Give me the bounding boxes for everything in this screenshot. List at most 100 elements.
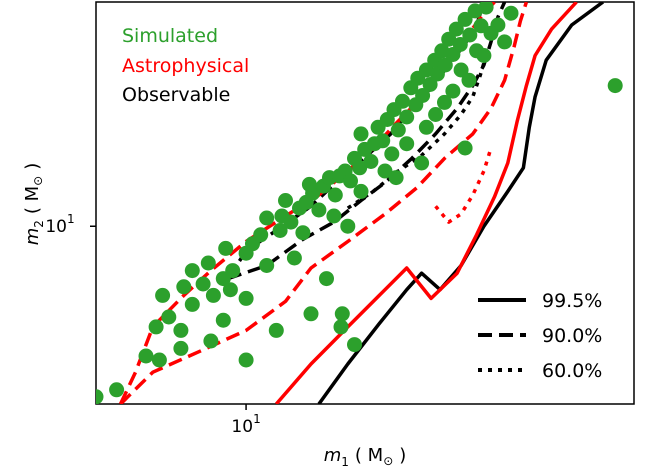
simulated-point-60 bbox=[437, 57, 453, 73]
simulated-point-11 bbox=[184, 263, 200, 279]
simulated-point-69 bbox=[478, 2, 494, 15]
label-observable: Observable bbox=[122, 84, 230, 106]
simulated-point-48 bbox=[390, 122, 406, 138]
simulated-point-41 bbox=[363, 154, 379, 169]
astrophysical-dashed-contour-4 bbox=[119, 2, 529, 404]
x-axis-label: m1( M⊙) bbox=[324, 445, 407, 468]
legend-dashed-label: 90.0% bbox=[542, 325, 602, 347]
simulated-point-24 bbox=[283, 214, 299, 230]
simulated-point-82 bbox=[203, 333, 219, 349]
simulated-point-33 bbox=[327, 187, 343, 203]
simulated-point-80 bbox=[238, 290, 254, 306]
simulated-point-29 bbox=[311, 202, 327, 218]
simulated-point-5 bbox=[161, 309, 177, 325]
x-tick-exp: 1 bbox=[253, 412, 261, 426]
simulated-point-63 bbox=[448, 21, 464, 37]
observable-solid-contour-0 bbox=[317, 2, 605, 404]
y-tick-base: 10 bbox=[45, 217, 67, 237]
simulated-point-38 bbox=[352, 160, 368, 176]
x-tick-base: 10 bbox=[231, 417, 253, 437]
simulated-point-7 bbox=[155, 287, 171, 303]
simulated-point-85 bbox=[445, 83, 461, 99]
simulated-point-46 bbox=[384, 146, 400, 162]
simulated-point-16 bbox=[225, 263, 241, 279]
astrophysical-solid-contour-1 bbox=[274, 2, 578, 404]
simulated-point-1 bbox=[109, 382, 125, 398]
simulated-point-56 bbox=[422, 77, 438, 92]
y-tick-exp: 1 bbox=[67, 212, 75, 226]
simulated-points bbox=[96, 2, 623, 404]
simulated-point-3 bbox=[151, 352, 167, 368]
y-tick-label-10: 101 bbox=[45, 212, 74, 237]
simulated-point-74 bbox=[399, 136, 415, 152]
simulated-point-73 bbox=[418, 119, 434, 135]
simulated-point-97 bbox=[286, 250, 302, 266]
simulated-point-101 bbox=[347, 337, 362, 353]
simulated-point-2 bbox=[138, 348, 154, 364]
y-axis: 101 bbox=[45, 212, 96, 237]
simulated-point-25 bbox=[278, 193, 293, 208]
simulated-point-100 bbox=[334, 306, 350, 322]
simulated-point-92 bbox=[607, 78, 623, 94]
simulated-point-9 bbox=[184, 296, 200, 312]
legend-solid-label: 99.5% bbox=[542, 290, 602, 312]
observable-dotted-contour-6 bbox=[346, 50, 490, 210]
simulated-point-76 bbox=[353, 183, 369, 199]
y-axis-label-group: m2( M⊙) bbox=[22, 163, 46, 246]
simulated-point-54 bbox=[415, 88, 431, 103]
contour-legend: 99.5% 90.0% 60.0% bbox=[478, 290, 602, 382]
astrophysical-dashed-contour-5 bbox=[118, 2, 496, 404]
simulated-point-13 bbox=[205, 287, 221, 303]
simulated-point-10 bbox=[195, 276, 211, 292]
simulated-point-15 bbox=[222, 282, 238, 298]
simulated-point-0 bbox=[96, 389, 104, 404]
label-astrophysical: Astrophysical bbox=[122, 55, 249, 77]
simulated-point-93 bbox=[457, 140, 473, 156]
simulated-point-49 bbox=[395, 93, 410, 109]
simulated-point-104 bbox=[238, 352, 254, 368]
simulated-point-66 bbox=[462, 27, 478, 43]
y-axis-label: m2( M⊙) bbox=[22, 163, 46, 246]
simulated-point-87 bbox=[476, 48, 492, 63]
simulated-point-94 bbox=[414, 155, 430, 171]
x-tick-label-10: 101 bbox=[231, 412, 260, 437]
legend-dotted-label: 60.0% bbox=[542, 360, 602, 382]
simulated-point-91 bbox=[497, 34, 513, 50]
simulated-point-98 bbox=[319, 271, 334, 287]
simulated-point-64 bbox=[452, 37, 468, 52]
simulated-point-6 bbox=[173, 322, 189, 338]
simulated-point-12 bbox=[200, 255, 216, 271]
simulated-point-71 bbox=[453, 62, 469, 78]
simulated-point-81 bbox=[215, 312, 231, 328]
simulated-point-44 bbox=[375, 133, 391, 149]
simulated-point-20 bbox=[253, 227, 269, 243]
simulated-point-102 bbox=[303, 306, 319, 322]
simulated-point-79 bbox=[259, 258, 275, 273]
simulated-point-77 bbox=[326, 208, 342, 224]
series-labels: Simulated Astrophysical Observable bbox=[122, 25, 249, 106]
simulated-point-72 bbox=[437, 94, 452, 110]
simulated-point-90 bbox=[483, 25, 499, 41]
simulated-point-40 bbox=[353, 126, 369, 142]
simulated-point-103 bbox=[268, 322, 284, 338]
simulated-point-89 bbox=[503, 5, 519, 21]
simulated-point-4 bbox=[148, 319, 164, 335]
simulated-point-84 bbox=[428, 107, 444, 122]
simulated-point-21 bbox=[259, 210, 275, 226]
simulated-point-36 bbox=[343, 173, 358, 189]
simulated-point-30 bbox=[301, 176, 317, 192]
simulated-point-95 bbox=[388, 170, 404, 186]
simulated-point-96 bbox=[340, 218, 356, 234]
simulated-point-78 bbox=[295, 225, 311, 241]
simulated-point-65 bbox=[457, 11, 473, 27]
simulated-point-17 bbox=[218, 240, 234, 256]
simulated-point-99 bbox=[333, 319, 349, 335]
plot-frame bbox=[95, 1, 635, 405]
x-axis: 101 bbox=[231, 404, 261, 437]
simulated-point-86 bbox=[461, 72, 477, 88]
simulated-point-50 bbox=[399, 109, 415, 125]
simulated-point-8 bbox=[176, 279, 192, 295]
simulated-point-75 bbox=[377, 163, 393, 179]
simulated-point-22 bbox=[272, 223, 288, 238]
